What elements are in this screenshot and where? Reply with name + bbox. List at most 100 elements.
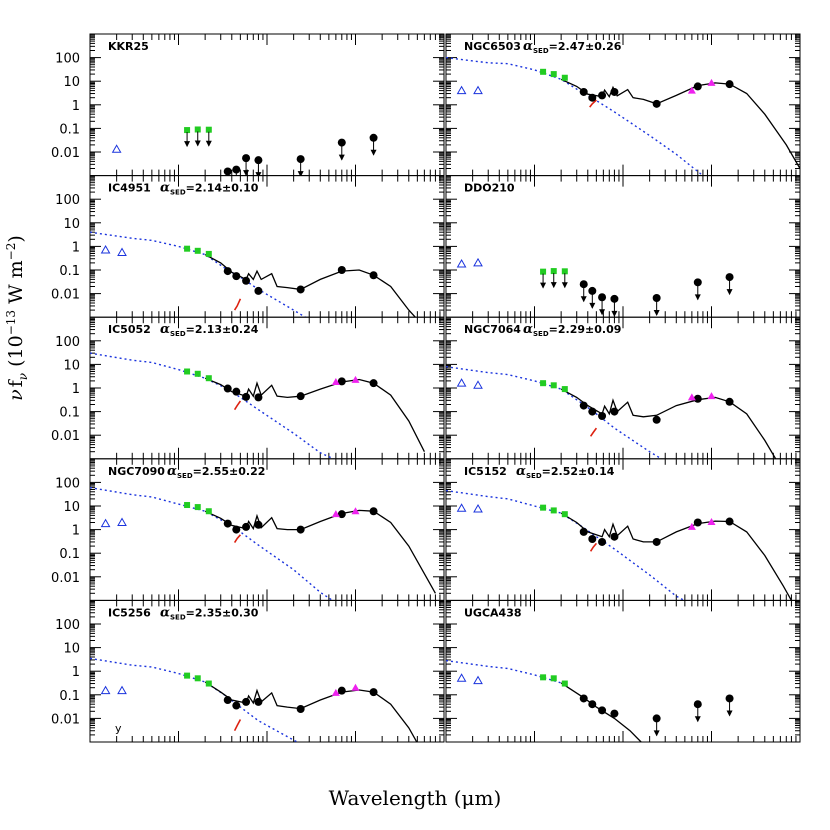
irs-spectrum-line (589, 99, 597, 108)
panel-name: UGCA438 (464, 606, 522, 619)
photometry-point (232, 272, 241, 281)
y-tick-label: 0.01 (51, 146, 80, 161)
photometry-point (693, 394, 702, 403)
y-tick-label: 0.01 (51, 712, 80, 727)
total-model-line (560, 682, 642, 743)
alpha-symbol: α (516, 464, 526, 479)
photometry-point (693, 278, 702, 287)
panel-frame (445, 175, 801, 318)
panel-ngc7064: NGC7064 αSED=2.29±0.09 (445, 316, 801, 460)
panel-alpha: αSED=2.35±0.30 (160, 605, 259, 621)
panel-frame (445, 33, 801, 177)
ylabel-f: f (5, 378, 27, 387)
photometry-point (254, 520, 263, 529)
nir-point (561, 268, 568, 275)
far-ir-point (707, 78, 716, 86)
nir-point (184, 502, 191, 509)
upper-limit-arrowhead (694, 716, 701, 723)
panel-alpha: αSED=2.13±0.24 (160, 322, 259, 338)
photometry-point (579, 280, 588, 289)
nir-point (540, 674, 547, 681)
alpha-subscript: SED (170, 330, 186, 338)
photometry-point (579, 527, 588, 536)
nir-point (550, 268, 557, 275)
upper-limit-arrowhead (194, 140, 201, 147)
far-ir-point (707, 392, 716, 400)
photometry-point (693, 82, 702, 91)
stellar-model-line (90, 657, 300, 743)
panel-plot-area (456, 257, 734, 317)
irs-spectrum-line (233, 298, 242, 311)
total-model-line (204, 254, 417, 318)
y-tick-label: 10 (63, 217, 80, 232)
panel-plot-area (111, 126, 378, 176)
far-ir-point (331, 688, 340, 696)
photometry-point (254, 697, 263, 706)
photometry-point (598, 293, 607, 302)
uv-point (456, 258, 467, 268)
panel-ddo210: DDO210 (445, 175, 801, 318)
uv-point (473, 257, 483, 267)
photometry-point (652, 415, 661, 424)
panel-name: IC4951 (108, 182, 151, 195)
nir-point (205, 250, 212, 257)
upper-limit-point (652, 714, 661, 723)
photometry-point (598, 537, 607, 546)
upper-limit-arrowhead (653, 730, 660, 737)
upper-limit-arrowhead (243, 170, 250, 176)
y-tick-label: 0.01 (51, 288, 80, 303)
photometry-point (369, 133, 378, 142)
photometry-point (588, 407, 597, 416)
panel-alpha: αSED=2.14±0.10 (160, 181, 259, 197)
alpha-value: =2.55±0.22 (193, 465, 266, 478)
y-tick-label: 0.1 (59, 406, 80, 421)
y-tick-label: 0.1 (59, 547, 80, 562)
panel-ic5152: IC5152 αSED=2.52±0.14 (445, 458, 801, 601)
photometry-point (223, 167, 232, 176)
panel-frame (89, 33, 445, 177)
y-tick-label: 1 (72, 524, 80, 539)
panel-ic5052: 0.01 0.1 1 10 100 IC5052 αSED=2.13±0.24 (51, 316, 445, 460)
y-tick-label: 100 (55, 618, 80, 633)
panel-alpha: αSED=2.29±0.09 (523, 322, 621, 338)
uv-point (100, 685, 111, 695)
irs-spectrum-line (233, 534, 242, 544)
photometry-point (296, 525, 305, 534)
ylabel-sub: ν (16, 373, 30, 380)
photometry-point (254, 286, 263, 295)
alpha-subscript: SED (533, 330, 549, 338)
total-model-line (560, 388, 777, 459)
photometry-point (242, 522, 251, 531)
photometry-point (242, 154, 251, 163)
panel-name: IC5052 (108, 323, 151, 336)
ylabel-unit-b: W m (5, 260, 27, 310)
photometry-point (337, 510, 346, 519)
photometry-point (337, 138, 346, 147)
panel-frame (89, 458, 445, 601)
nir-point (550, 382, 557, 389)
stellar-model-line (446, 56, 704, 176)
photometry-point (369, 688, 378, 697)
photometry-point (296, 285, 305, 294)
panel-plot-area (90, 352, 425, 459)
photometry-point (242, 697, 251, 706)
nir-point (540, 504, 547, 511)
panel-kkr25: 0.01 0.1 1 10 100 KKR25 (51, 33, 445, 177)
upper-limit-arrowhead (580, 296, 587, 303)
panel-plot-area (90, 486, 436, 601)
alpha-value: =2.52±0.14 (542, 465, 615, 478)
y-tick-label: 1 (72, 665, 80, 680)
panel-frame (89, 175, 445, 318)
panel-ic4951: 0.01 0.1 1 10 100 IC4951 αSED=2.14±0.10 (51, 175, 445, 318)
nir-point (194, 126, 201, 133)
panel-name: NGC6503 (464, 40, 521, 53)
nir-point (205, 126, 212, 133)
upper-limit-arrowhead (550, 282, 557, 289)
photometry-point (579, 694, 588, 703)
photometry-point (223, 384, 232, 393)
ylabel-exp1: −13 (4, 310, 18, 335)
uv-point (111, 144, 122, 153)
y-tick-label: 100 (55, 52, 80, 67)
upper-limit-point (725, 694, 734, 703)
upper-limit-arrowhead (184, 141, 191, 148)
